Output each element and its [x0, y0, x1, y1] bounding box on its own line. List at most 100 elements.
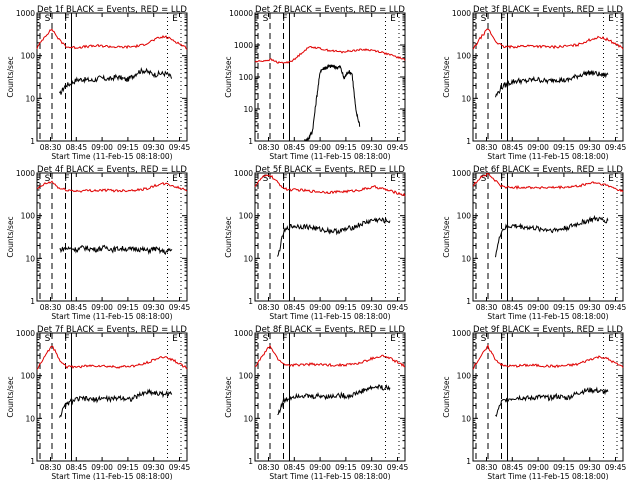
x-tick-label: 09:15 [335, 303, 357, 312]
x-tick-label: 09:00 [527, 303, 549, 312]
plot-title: Det 2f BLACK = Events, RED = LLD [255, 5, 405, 15]
x-tick-label: 08:30 [476, 143, 498, 152]
plot-title: Det 5f BLACK = Events, RED = LLD [255, 165, 405, 175]
time-marker-label: S [481, 334, 487, 344]
y-tick-label: 1000 [452, 329, 471, 338]
y-tick-label: 1 [30, 137, 35, 146]
x-tick-label: 09:45 [387, 463, 409, 472]
series-line-events [495, 69, 609, 98]
x-tick-label: 09:30 [361, 303, 383, 312]
time-marker-label: E [172, 174, 178, 184]
x-tick-label: 08:45 [283, 303, 305, 312]
time-marker-label: E [172, 334, 178, 344]
time-marker-label: F [500, 334, 505, 344]
y-tick-label: 100 [457, 212, 472, 221]
y-tick-label: 100 [21, 372, 36, 381]
series-line-events [59, 388, 173, 418]
plot-panel-1: Det 1f BLACK = Events, RED = LLD 1 10 100 10… [6, 5, 191, 161]
plot-title: Det 6f BLACK = Events, RED = LLD [473, 165, 623, 175]
x-tick-label: 09:15 [335, 143, 357, 152]
x-axis-label: Start Time (11-Feb-15 08:18:00) [487, 312, 608, 321]
x-tick-label: 09:15 [553, 303, 575, 312]
x-tick-label: 09:00 [309, 143, 331, 152]
x-tick-label: 09:00 [91, 463, 113, 472]
x-tick-label: 09:00 [527, 463, 549, 472]
x-tick-label: 09:00 [309, 463, 331, 472]
plot-title: Det 7f BLACK = Events, RED = LLD [37, 325, 187, 335]
series-line-events [277, 216, 391, 257]
time-marker-label: S [263, 174, 269, 184]
x-tick-label: 08:45 [501, 463, 523, 472]
time-marker-label: F [64, 14, 69, 24]
series-line-events [59, 244, 173, 256]
x-tick-label: 08:30 [476, 303, 498, 312]
y-tick-label: 10000 [229, 9, 253, 18]
time-marker-label: S [481, 174, 487, 184]
x-tick-label: 09:30 [143, 303, 165, 312]
plot-frame [36, 332, 188, 462]
y-tick-label: 10 [243, 254, 253, 263]
plot-panel-3: Det 3f BLACK = Events, RED = LLD 1 10 100 10… [442, 5, 627, 161]
x-tick-label: 09:30 [361, 463, 383, 472]
time-marker-label: E [390, 14, 396, 24]
plot-frame [472, 12, 624, 142]
y-tick-label: 10 [461, 254, 471, 263]
y-tick-label: 1000 [452, 169, 471, 178]
time-marker-label: F [64, 334, 69, 344]
y-tick-label: 10 [243, 414, 253, 423]
y-tick-label: 100 [239, 212, 254, 221]
y-tick-label: 1000 [234, 329, 253, 338]
y-axis-label: Counts/sec [6, 216, 15, 257]
y-tick-label: 10 [461, 414, 471, 423]
series-line-lld [254, 174, 406, 197]
y-tick-label: 100 [21, 52, 36, 61]
x-tick-label: 09:00 [309, 303, 331, 312]
plot-panel-8: Det 8f BLACK = Events, RED = LLD 1 10 100 10… [224, 325, 409, 481]
series-line-events [277, 384, 391, 416]
x-axis-label: Start Time (11-Feb-15 08:18:00) [269, 472, 390, 480]
plot-panel-5: Det 5f BLACK = Events, RED = LLD 1 10 100 10… [224, 165, 409, 321]
x-axis-label: Start Time (11-Feb-15 08:18:00) [51, 312, 172, 321]
y-tick-label: 1 [248, 137, 253, 146]
time-marker-label: F [500, 174, 505, 184]
x-tick-label: 08:45 [501, 143, 523, 152]
time-marker-label: F [500, 14, 505, 24]
y-tick-label: 1 [248, 297, 253, 306]
plot-frame [254, 332, 406, 462]
time-marker-label: E [390, 334, 396, 344]
series-line-events [495, 214, 609, 258]
x-tick-label: 08:30 [258, 303, 280, 312]
plot-title: Det 4f BLACK = Events, RED = LLD [37, 165, 187, 175]
plot-title: Det 8f BLACK = Events, RED = LLD [255, 325, 405, 335]
plot-title: Det 1f BLACK = Events, RED = LLD [37, 5, 187, 15]
series-line-lld [254, 344, 405, 368]
y-tick-label: 1 [248, 457, 253, 466]
x-tick-label: 09:15 [117, 303, 139, 312]
y-tick-label: 1 [30, 297, 35, 306]
y-tick-label: 100 [239, 73, 254, 82]
y-tick-label: 1 [466, 457, 471, 466]
x-tick-label: 09:30 [361, 143, 383, 152]
x-axis-label: Start Time (11-Feb-15 08:18:00) [487, 152, 608, 161]
x-axis-label: Start Time (11-Feb-15 08:18:00) [51, 472, 172, 480]
series-line-lld [36, 180, 188, 193]
series-line-lld [254, 45, 406, 64]
plot-panel-6: Det 6f BLACK = Events, RED = LLD 1 10 100 10… [442, 165, 627, 321]
series-line-lld [472, 28, 624, 50]
x-axis-label: Start Time (11-Feb-15 08:18:00) [51, 152, 172, 161]
y-tick-label: 1 [466, 137, 471, 146]
y-tick-label: 1 [466, 297, 471, 306]
y-tick-label: 1000 [234, 169, 253, 178]
time-marker-label: F [282, 174, 287, 184]
y-axis-label: Counts/sec [442, 216, 451, 257]
time-marker-label: S [263, 334, 269, 344]
y-axis-label: Counts/sec [442, 56, 451, 97]
x-tick-label: 08:30 [40, 303, 62, 312]
y-tick-label: 1000 [234, 41, 253, 50]
plot-frame [36, 12, 188, 142]
y-tick-label: 1000 [16, 329, 35, 338]
plot-frame [254, 172, 406, 302]
x-tick-label: 09:15 [553, 463, 575, 472]
